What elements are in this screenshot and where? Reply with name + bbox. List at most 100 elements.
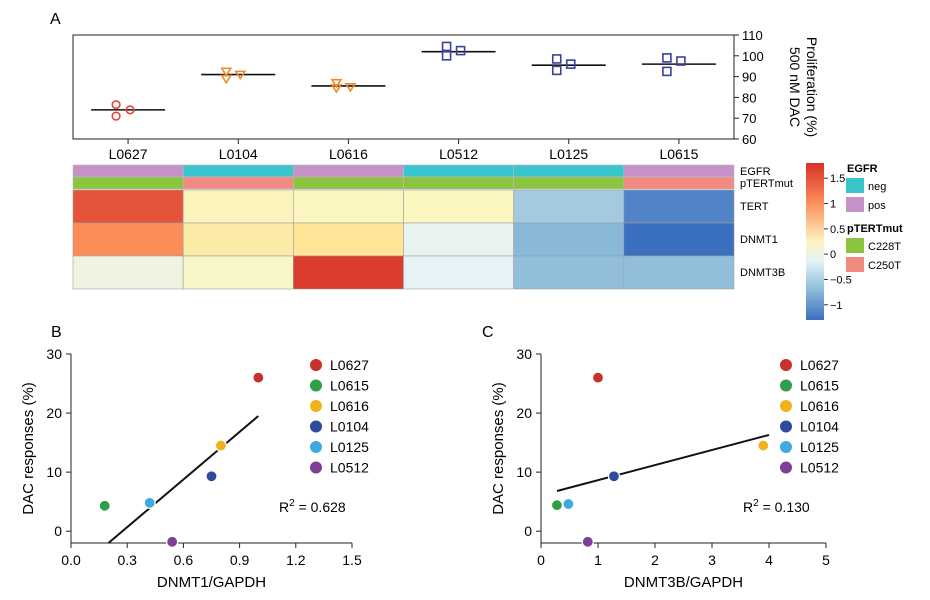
heatmap-cell-dnmt3b-l0125 [513, 255, 625, 290]
panel-a-x-tick-label: L0627 [109, 146, 148, 162]
panel-b-r-squared-prefix: R [279, 499, 289, 515]
replicate-marker-l0104 [220, 74, 233, 85]
legend-marker-l0104 [310, 420, 322, 433]
panel-a-y-axis-label: Proliferation (%) [804, 37, 820, 137]
panel-a-x-tick-label: L0615 [659, 146, 698, 162]
heatmap-row-label: DNMT3B [740, 267, 785, 279]
panel-c-y-tick-label: 30 [516, 346, 532, 362]
legend-label-l0125: L0125 [800, 439, 839, 455]
panel-c-x-tick-label: 0 [537, 552, 545, 568]
panel-b-x-tick-label: 0.0 [61, 552, 81, 568]
annotation-cell-egfr-l0627 [72, 164, 184, 178]
replicate-marker-l0616 [344, 83, 357, 93]
data-point-l0125 [562, 497, 575, 511]
panel-b-x-tick-label: 1.5 [342, 552, 362, 568]
legend-title-ptertmut: pTERTmut [847, 223, 903, 235]
data-point-l0512 [166, 535, 179, 548]
replicate-marker-l0627 [111, 100, 121, 110]
legend-label-neg: neg [868, 181, 886, 193]
replicate-marker-l0615 [676, 56, 686, 66]
data-point-l0512 [581, 535, 594, 548]
panel-a-heatmap-legend: EGFR neg pos pTERTmut C228T C250T [846, 163, 903, 272]
legend-marker-l0615 [310, 379, 322, 392]
legend-label-c228t: C228T [868, 241, 901, 253]
data-point-l0615 [550, 499, 564, 512]
panel-b-x-tick-label: 0.9 [230, 552, 250, 568]
panel-c-x-tick-label: 5 [822, 552, 830, 568]
data-point-l0627 [252, 371, 265, 384]
annotation-cell-egfr-l0616 [293, 164, 404, 178]
legend-label-l0616: L0616 [800, 398, 839, 414]
heatmap-cell-dnmt3b-l0616 [293, 255, 404, 290]
panel-c-regression-line [556, 433, 770, 492]
panel-c-y-axis-label: DAC responses (%) [490, 382, 507, 515]
annotation-cell-ptertmut-l0104 [182, 176, 294, 190]
legend-swatch-pos [846, 197, 864, 212]
legend-label-l0512: L0512 [800, 460, 839, 476]
replicate-marker-l0104 [220, 67, 233, 77]
legend-label-pos: pos [868, 200, 886, 212]
legend-swatch-c250t [846, 257, 864, 272]
legend-marker-l0616 [310, 400, 322, 412]
replicate-marker-l0627 [125, 105, 135, 115]
color-bar-tick-label: −1 [830, 300, 843, 312]
color-bar-tick-label: −0.5 [830, 274, 852, 286]
data-point-l0104 [607, 470, 621, 483]
panel-b-r-squared-value: = 0.628 [295, 499, 346, 515]
panel-c-scatter: 0 10 20 30 0 1 2 3 4 5 DAC responses (%) DNMT3B/GAP… [490, 346, 839, 591]
legend-marker-l0125 [310, 441, 322, 453]
legend-label-c250t: C250T [868, 260, 901, 272]
heatmap-cell-tert-l0512 [403, 189, 514, 224]
annotation-cell-ptertmut-l0512 [403, 176, 514, 190]
annotation-cell-ptertmut-l0615 [623, 176, 735, 190]
panel-b-r-squared-superscript: 2 [289, 498, 295, 509]
legend-swatch-c228t [846, 238, 864, 253]
panel-c-r-squared-superscript: 2 [753, 498, 759, 509]
annotation-row-label: pTERTmut [740, 178, 793, 190]
annotation-cell-ptertmut-l0616 [293, 176, 404, 190]
panel-b-y-axis-label: DAC responses (%) [20, 382, 37, 515]
panel-c-x-tick-label: 2 [651, 552, 659, 568]
legend-marker-l0104 [780, 420, 792, 433]
panel-c-r-squared-value: = 0.130 [759, 499, 810, 515]
data-point-l0125 [143, 496, 156, 509]
panel-b-y-tick-label: 0 [54, 523, 62, 539]
panel-b-y-tick-label: 20 [46, 405, 62, 421]
color-bar [806, 163, 824, 320]
legend-marker-l0512 [780, 461, 792, 474]
panel-a-y-tick-label: 70 [742, 111, 756, 126]
panel-a-x-tick-label: L0512 [439, 146, 478, 162]
heatmap-cell-dnmt3b-l0512 [403, 255, 514, 290]
panel-a-x-tick-label: L0616 [329, 146, 368, 162]
panel-b-x-tick-label: 0.3 [117, 552, 137, 568]
legend-label-l0125: L0125 [330, 439, 369, 455]
heatmap-cell-dnmt1-l0615 [623, 222, 735, 257]
replicate-marker-l0615 [662, 53, 672, 63]
heatmap-cell-tert-l0615 [623, 189, 735, 224]
replicate-marker-l0616 [330, 78, 343, 89]
data-point-l0616 [757, 439, 770, 452]
replicate-marker-l0615 [662, 66, 672, 77]
color-bar-tick-label: 0.5 [830, 224, 845, 236]
color-bar-tick-label: 1.5 [830, 173, 845, 185]
panel-a-y-tick-label: 80 [742, 90, 756, 105]
legend-label-l0627: L0627 [330, 357, 369, 373]
legend-label-l0512: L0512 [330, 460, 369, 476]
heatmap-row-label: DNMT1 [740, 234, 778, 246]
legend-swatch-neg [846, 178, 864, 193]
panel-a-y-tick-label: 60 [742, 132, 756, 147]
heatmap-cell-dnmt1-l0125 [513, 222, 625, 257]
heatmap-row-label: TERT [740, 201, 769, 213]
annotation-cell-egfr-l0104 [182, 164, 294, 178]
panel-c-y-tick-label: 0 [524, 523, 532, 539]
panel-a-x-tick-label: L0104 [219, 146, 258, 162]
panel-a-y-tick-label: 100 [742, 49, 764, 64]
annotation-cell-egfr-l0615 [623, 164, 735, 178]
legend-label-l0615: L0615 [800, 378, 839, 394]
panel-label-b: B [51, 324, 62, 341]
heatmap-cell-dnmt3b-l0104 [182, 255, 294, 290]
legend-marker-l0512 [310, 461, 322, 474]
legend-marker-l0627 [310, 359, 322, 371]
legend-title-egfr: EGFR [847, 163, 878, 175]
